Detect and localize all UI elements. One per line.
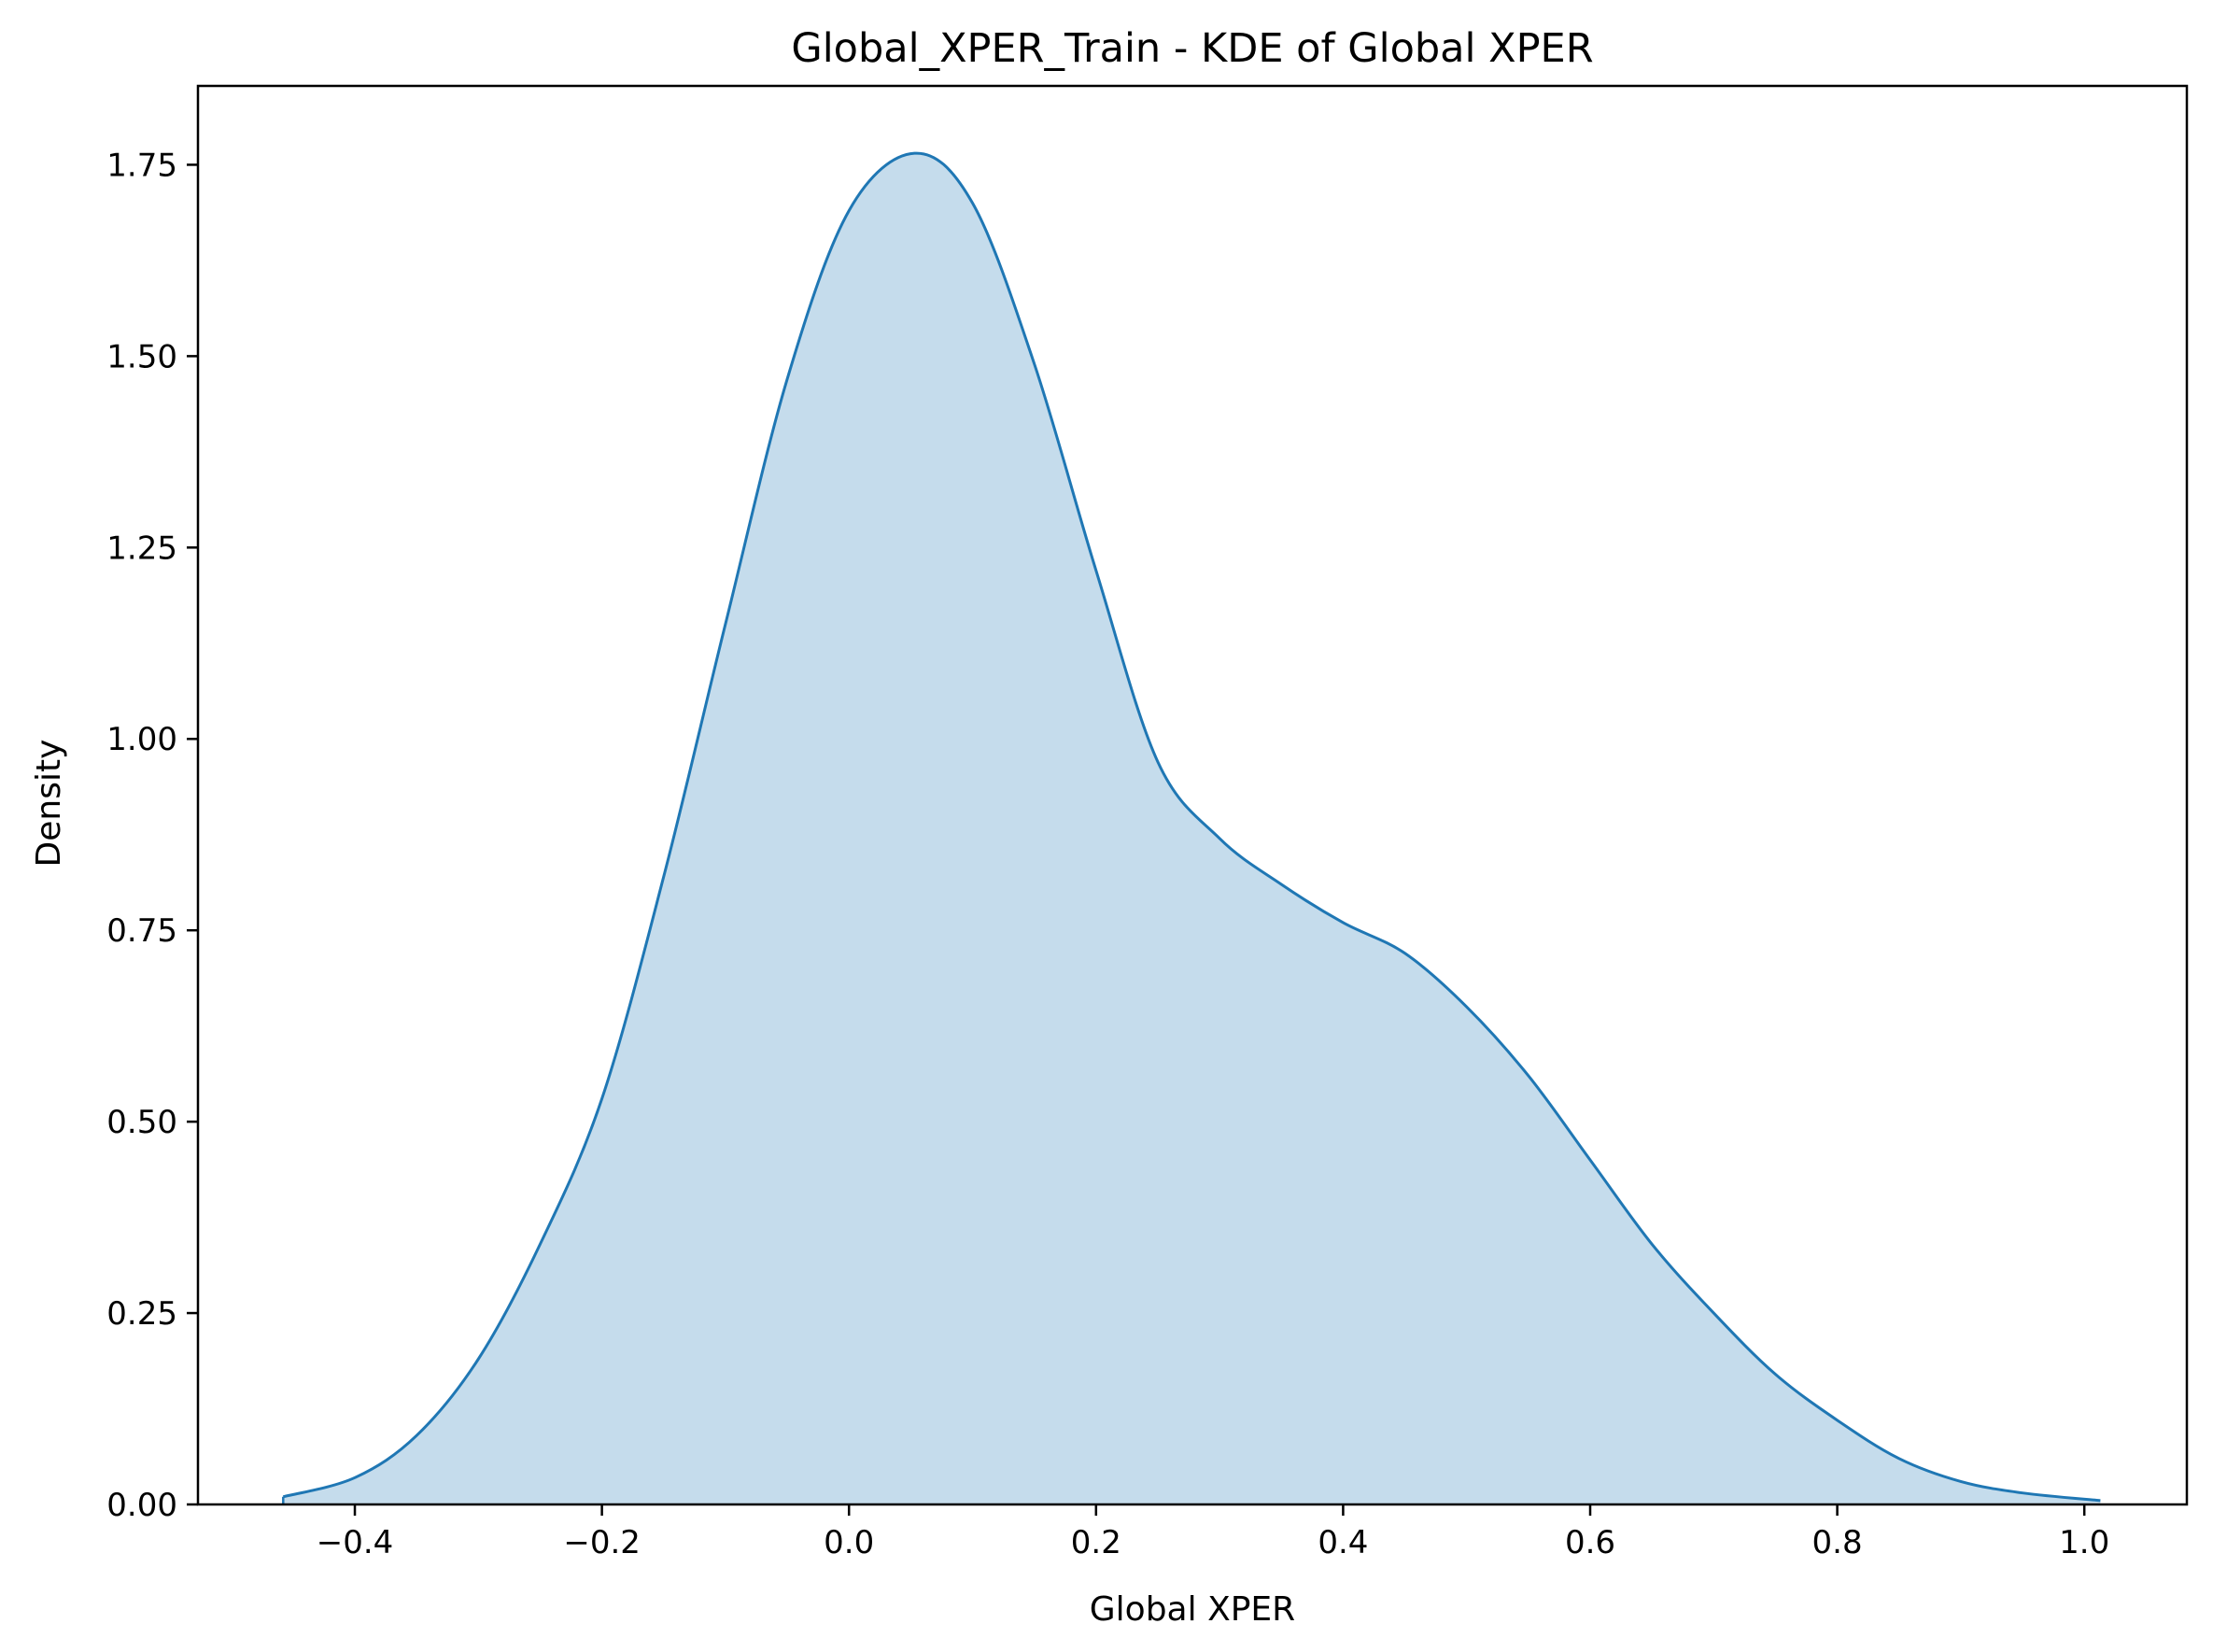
x-tick-label: −0.4 [317, 1524, 394, 1561]
chart-title: Global_XPER_Train - KDE of Global XPER [791, 25, 1593, 72]
y-tick-label: 0.50 [106, 1104, 177, 1141]
y-tick-label: 1.75 [106, 147, 177, 184]
y-tick-label: 0.75 [106, 912, 177, 950]
x-tick-label: 0.8 [1812, 1524, 1863, 1561]
y-tick-label: 0.25 [106, 1295, 177, 1333]
x-tick-label: 0.2 [1071, 1524, 1121, 1561]
x-tick-label: 0.0 [824, 1524, 874, 1561]
x-axis-title: Global XPER [1090, 1590, 1295, 1629]
plot-frame [196, 84, 2189, 1506]
kde-curve [282, 151, 2101, 1503]
x-tick-label: 1.0 [2059, 1524, 2109, 1561]
x-tick-label: −0.2 [563, 1524, 641, 1561]
x-tick-label: 0.6 [1565, 1524, 1615, 1561]
y-tick-label: 0.00 [106, 1487, 177, 1524]
y-tick-label: 1.25 [106, 529, 177, 567]
y-tick-label: 1.50 [106, 338, 177, 375]
x-tick-label: 0.4 [1318, 1524, 1368, 1561]
y-axis-title: Density [30, 740, 68, 868]
y-tick-label: 1.00 [106, 721, 177, 758]
kde-area-fill [283, 153, 2101, 1504]
